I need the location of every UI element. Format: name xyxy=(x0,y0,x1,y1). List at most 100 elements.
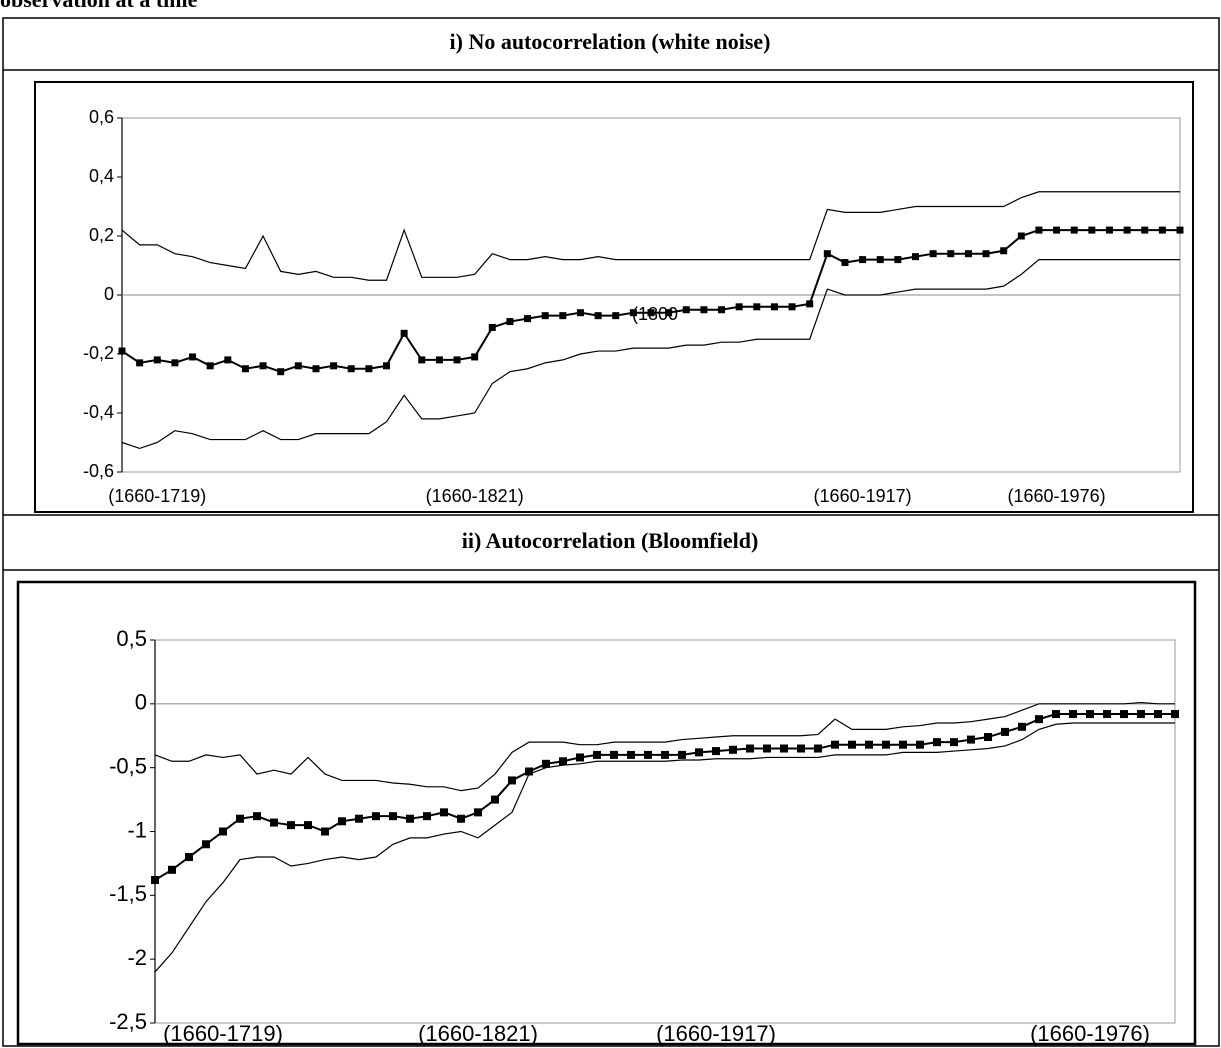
marker xyxy=(559,312,567,320)
marker xyxy=(967,735,975,744)
marker xyxy=(682,306,690,314)
y-tick-label: -2,5 xyxy=(109,1009,147,1034)
marker xyxy=(576,753,584,762)
marker xyxy=(1154,710,1162,719)
marker xyxy=(763,744,771,753)
marker xyxy=(797,744,805,753)
marker xyxy=(347,365,355,373)
marker xyxy=(171,359,179,367)
marker xyxy=(136,359,144,367)
marker xyxy=(241,365,249,373)
marker xyxy=(219,827,227,836)
series-line xyxy=(121,259,1180,450)
marker xyxy=(1053,226,1061,234)
marker xyxy=(1069,710,1077,719)
marker xyxy=(321,827,329,836)
marker xyxy=(365,365,373,373)
y-tick-label: 0,5 xyxy=(116,626,147,651)
marker xyxy=(355,814,363,823)
marker xyxy=(389,812,397,821)
marker xyxy=(859,256,867,264)
series-line xyxy=(154,722,1175,973)
marker xyxy=(984,733,992,742)
marker xyxy=(453,356,461,364)
marker xyxy=(294,362,302,370)
table-border xyxy=(2,17,1220,1047)
marker xyxy=(471,353,479,361)
marker xyxy=(338,817,346,826)
marker xyxy=(1137,710,1145,719)
marker xyxy=(780,744,788,753)
marker xyxy=(1120,710,1128,719)
series-line xyxy=(121,191,1180,281)
marker xyxy=(206,362,214,370)
marker xyxy=(1105,226,1113,234)
y-tick-label: 0,4 xyxy=(89,166,114,186)
marker xyxy=(253,812,261,821)
marker xyxy=(524,315,532,323)
marker xyxy=(541,312,549,320)
marker xyxy=(1035,226,1043,234)
x-tick-label: (1660-1719) xyxy=(163,1021,283,1046)
marker xyxy=(729,745,737,754)
y-tick-label: -2 xyxy=(127,945,147,970)
marker xyxy=(610,750,618,759)
marker xyxy=(964,250,972,258)
marker xyxy=(695,748,703,757)
marker xyxy=(594,312,602,320)
marker xyxy=(627,750,635,759)
marker xyxy=(1176,226,1184,234)
marker xyxy=(665,309,673,317)
marker xyxy=(929,250,937,258)
marker xyxy=(1000,247,1008,255)
marker xyxy=(423,812,431,821)
marker xyxy=(1001,727,1009,736)
marker xyxy=(678,750,686,759)
y-tick-label: -0,5 xyxy=(109,753,147,778)
marker xyxy=(1171,710,1179,719)
y-tick-label: 0,2 xyxy=(89,225,114,245)
marker xyxy=(1052,710,1060,719)
marker xyxy=(718,306,726,314)
marker xyxy=(1017,232,1025,240)
marker xyxy=(806,300,814,308)
marker xyxy=(383,362,390,370)
marker xyxy=(508,776,516,785)
marker xyxy=(1070,226,1078,234)
marker xyxy=(899,740,907,749)
x-tick-label: (1660-1917) xyxy=(814,486,912,506)
marker xyxy=(865,740,873,749)
marker xyxy=(506,318,514,326)
chart-frame xyxy=(34,81,1194,513)
marker xyxy=(1103,710,1111,719)
marker xyxy=(735,303,743,311)
marker xyxy=(593,750,601,759)
marker xyxy=(912,253,919,261)
marker xyxy=(1086,710,1094,719)
marker xyxy=(1035,715,1043,724)
marker xyxy=(1123,226,1131,234)
marker xyxy=(259,362,267,370)
caption: observation at a time xyxy=(0,0,198,12)
marker xyxy=(814,744,822,753)
marker xyxy=(1158,226,1166,234)
x-tick-label: (1660-1719) xyxy=(108,486,206,506)
marker xyxy=(1088,226,1096,234)
y-tick-label: 0,6 xyxy=(89,107,114,127)
marker xyxy=(559,757,567,766)
marker xyxy=(474,808,482,817)
marker xyxy=(406,814,414,823)
series-line xyxy=(121,229,1180,373)
marker xyxy=(488,323,496,331)
marker xyxy=(153,356,161,364)
marker xyxy=(185,853,193,862)
marker xyxy=(440,808,448,817)
marker xyxy=(576,309,584,317)
marker xyxy=(982,250,990,258)
x-tick-label: (1660-1976) xyxy=(1030,1021,1150,1046)
x-tick-label: (1660-1821) xyxy=(418,1021,538,1046)
plot-border xyxy=(154,639,1176,1024)
marker xyxy=(647,309,655,317)
